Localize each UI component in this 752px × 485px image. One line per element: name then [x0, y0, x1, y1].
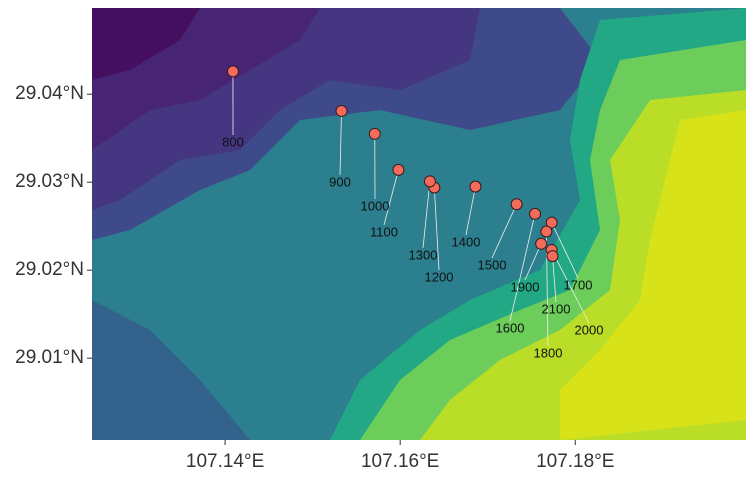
y-tick-label: 29.01°N [15, 347, 84, 368]
x-tick-label: 107.16°E [361, 451, 439, 472]
point [536, 238, 547, 249]
point-label: 1100 [370, 224, 398, 239]
point-label: 1700 [564, 277, 593, 292]
point [369, 128, 380, 139]
point-label: 1400 [452, 234, 481, 249]
point [470, 181, 481, 192]
point-label: 1900 [511, 279, 540, 294]
y-tick-label: 29.02°N [15, 259, 84, 280]
point-label: 800 [222, 134, 244, 149]
point-label: 2000 [575, 322, 604, 337]
point-label: 1200 [425, 269, 454, 284]
point [393, 164, 404, 175]
point-label: 1000 [361, 198, 390, 213]
point [530, 208, 541, 219]
point-label: 1300 [409, 247, 438, 262]
point [336, 105, 347, 116]
terrain [92, 8, 746, 440]
point [541, 226, 552, 237]
x-tick-label: 107.18°E [536, 451, 614, 472]
point [547, 251, 558, 262]
point-label: 2100 [542, 301, 571, 316]
y-tick-label: 29.04°N [15, 83, 84, 104]
y-tick-label: 29.03°N [15, 171, 84, 192]
point [227, 66, 238, 77]
point-label: 900 [329, 174, 351, 189]
point-label: 1600 [496, 320, 525, 335]
point-label: 1500 [478, 257, 507, 272]
point [511, 199, 522, 210]
x-tick-label: 107.14°E [186, 451, 264, 472]
point [424, 176, 435, 187]
point-label: 1800 [534, 345, 563, 360]
